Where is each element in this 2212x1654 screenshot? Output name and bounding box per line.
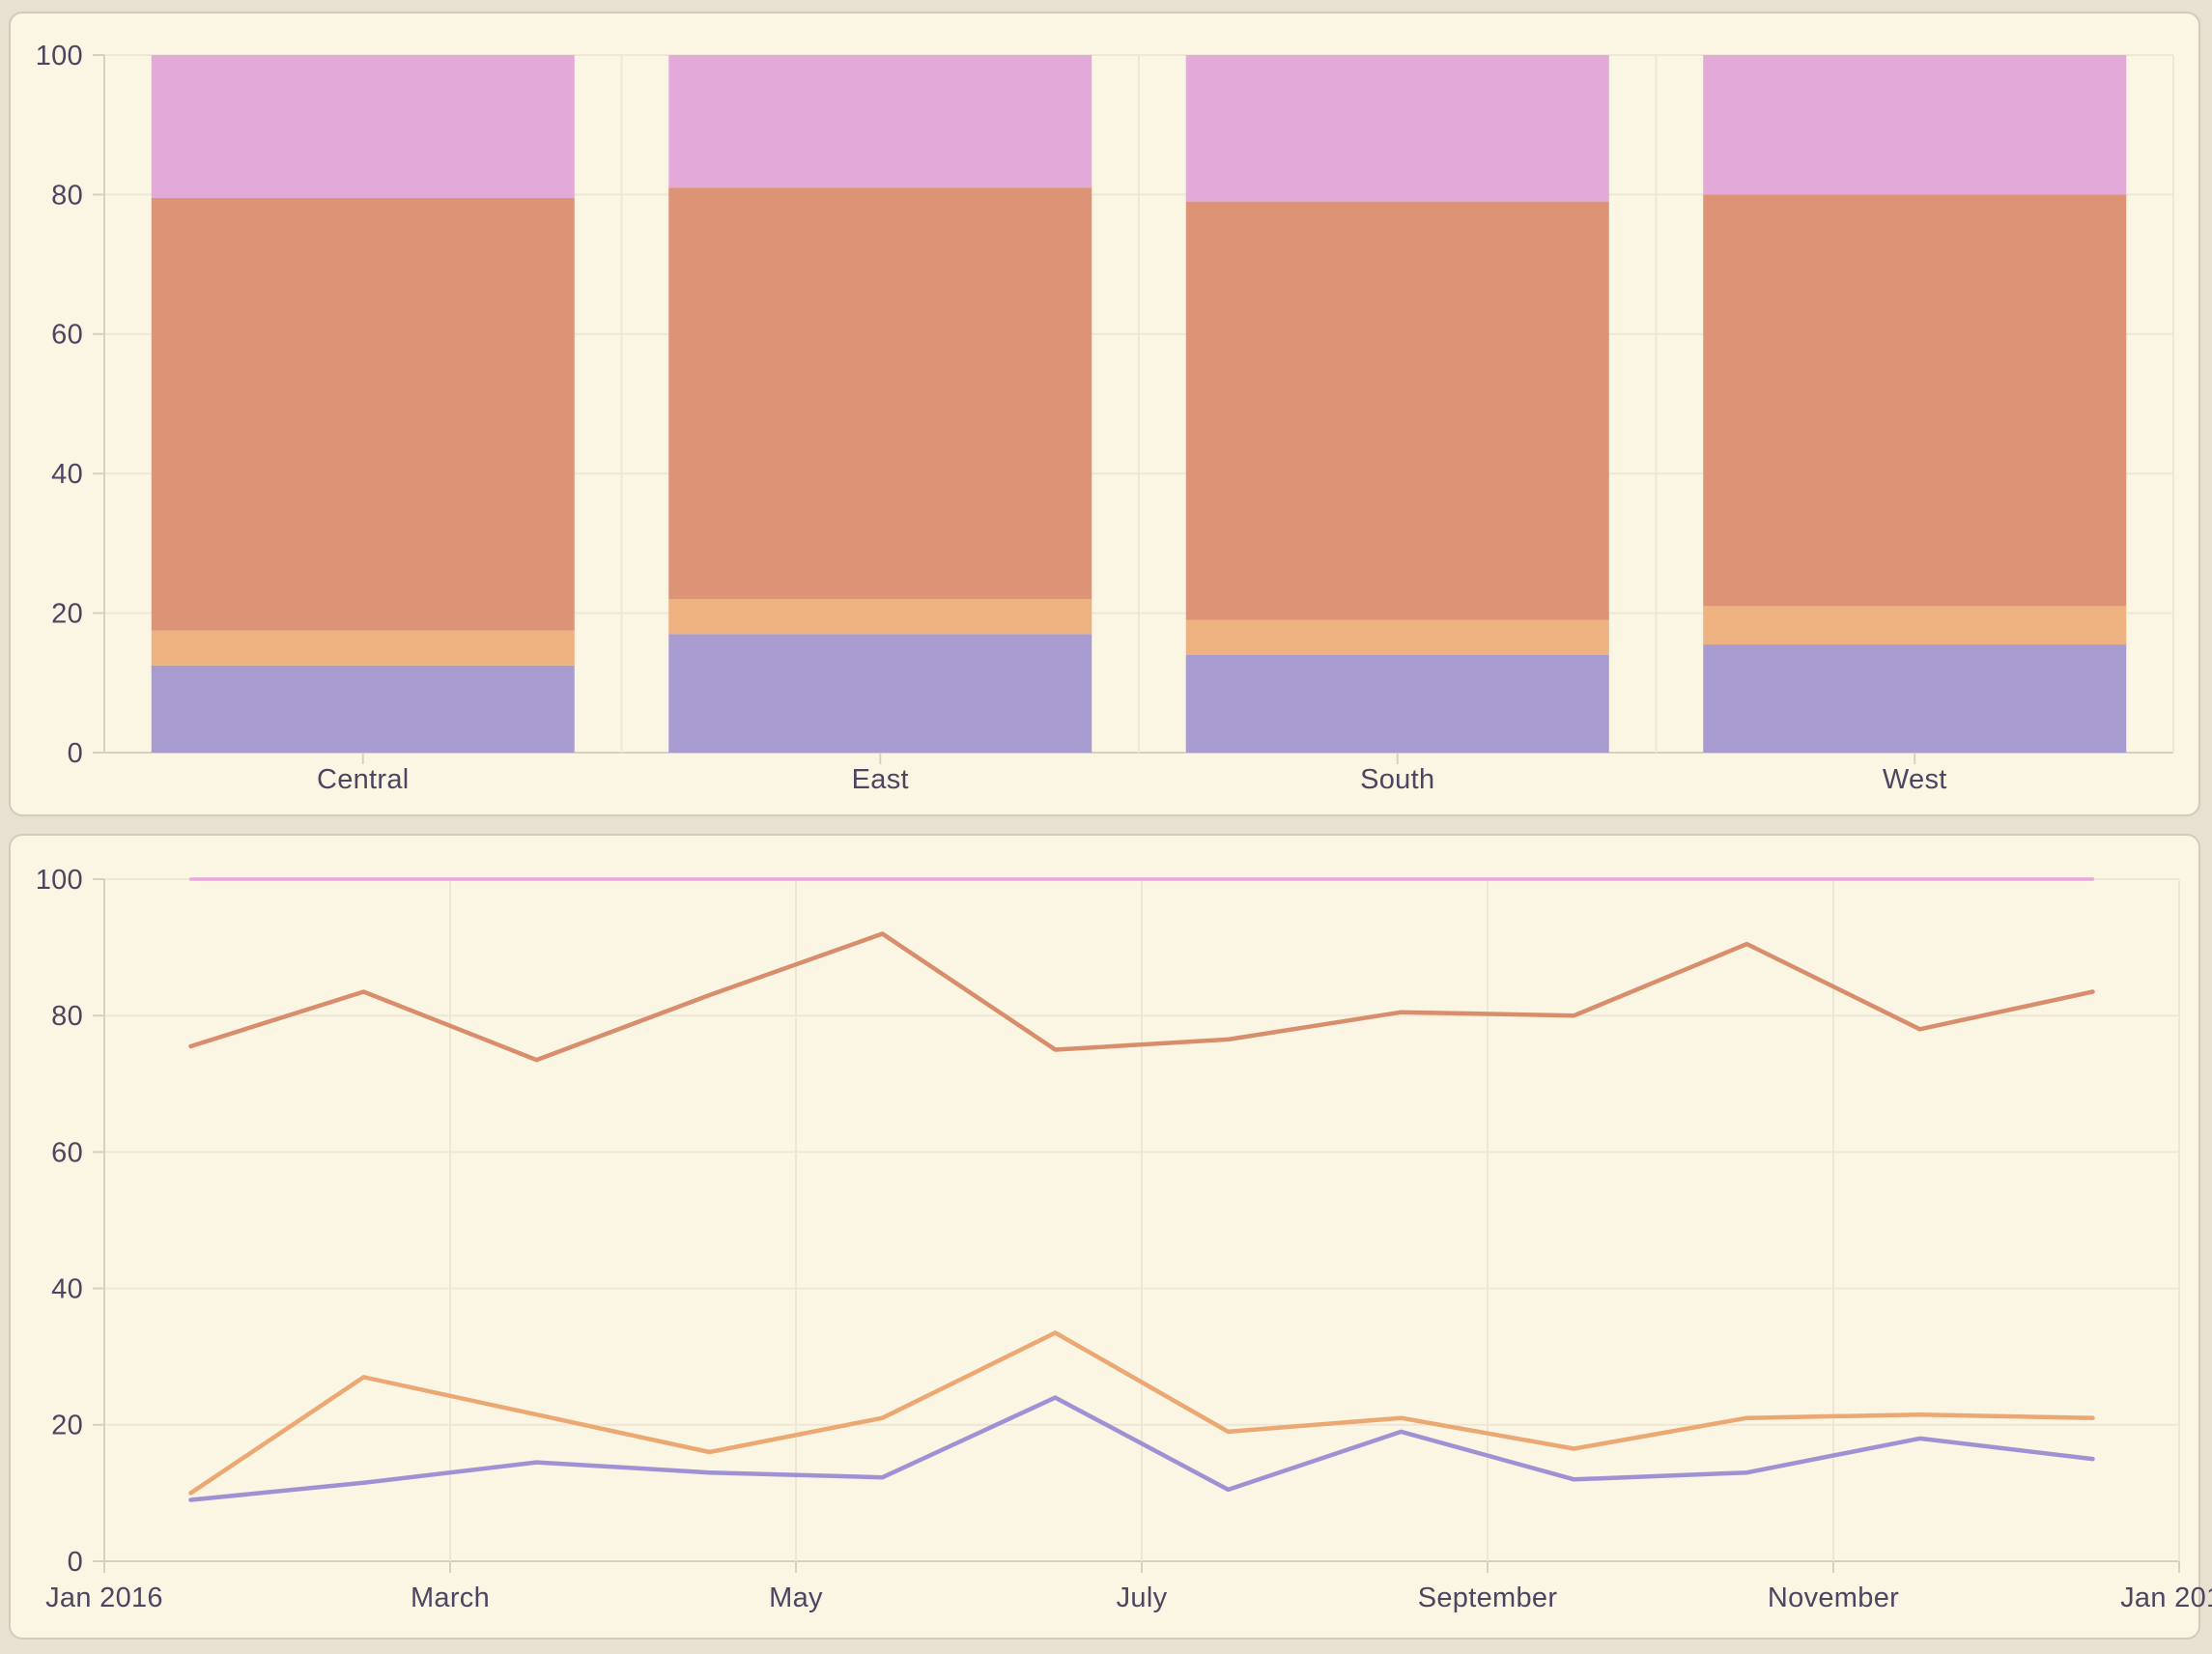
- bar-segment[interactable]: [1185, 654, 1609, 753]
- x-axis-tick-label: Jan 2016: [45, 1583, 163, 1613]
- bar-segment[interactable]: [151, 665, 575, 753]
- line-chart-panel: 0 20 40 60 80 100 Jan 2016 March May July Septembe…: [9, 834, 2212, 1640]
- x-axis-tick-label: Jan 2017: [2120, 1583, 2212, 1613]
- x-axis-tick-label: November: [1768, 1583, 1899, 1613]
- bar-segment[interactable]: [668, 634, 1092, 753]
- line-chart: 0 20 40 60 80 100 Jan 2016 March May July Septembe…: [36, 865, 2212, 1613]
- line-series[interactable]: [188, 1330, 2095, 1496]
- y-axis-tick-label: 100: [36, 41, 83, 71]
- bar-segment[interactable]: [151, 55, 575, 199]
- x-axis-tick-label: September: [1418, 1583, 1558, 1613]
- bar-segment[interactable]: [668, 599, 1092, 635]
- y-axis-tick-label: 60: [51, 1137, 83, 1168]
- bar-segment[interactable]: [1185, 55, 1609, 202]
- y-axis-tick-label: 100: [36, 865, 83, 896]
- y-axis-tick-label: 20: [51, 598, 83, 629]
- stacked-bar-chart-panel: 0 20 40 60 80 100 Central East South West: [9, 12, 2200, 816]
- x-axis-tick-label: West: [1883, 764, 1947, 795]
- bar-segment[interactable]: [1703, 606, 2127, 645]
- bar-segment[interactable]: [668, 187, 1092, 600]
- x-axis-tick-label: July: [1117, 1583, 1168, 1613]
- y-axis-tick-label: 0: [68, 738, 83, 769]
- x-axis-tick-label: South: [1360, 764, 1434, 795]
- bar-segment[interactable]: [151, 630, 575, 666]
- bar-segment[interactable]: [1185, 201, 1609, 620]
- y-axis-tick-label: 80: [51, 1001, 83, 1032]
- bar-segment[interactable]: [1703, 644, 2127, 753]
- stacked-bar-chart: 0 20 40 60 80 100 Central East South West: [36, 41, 2174, 795]
- x-axis-tick-label: Central: [317, 764, 410, 795]
- bar-segment[interactable]: [151, 198, 575, 631]
- y-axis-tick-label: 0: [68, 1547, 83, 1578]
- y-axis-tick-label: 60: [51, 320, 83, 351]
- line-series[interactable]: [188, 1395, 2095, 1502]
- bar-segment[interactable]: [1185, 619, 1609, 655]
- line-series[interactable]: [188, 931, 2095, 1063]
- x-axis-tick-label: March: [411, 1583, 490, 1613]
- y-axis-tick-label: 40: [51, 459, 83, 490]
- y-axis-tick-label: 40: [51, 1273, 83, 1304]
- bar-segment[interactable]: [668, 55, 1092, 188]
- x-axis-tick-label: East: [852, 764, 909, 795]
- bar-segment[interactable]: [1703, 194, 2127, 607]
- x-axis-tick-label: May: [769, 1583, 823, 1613]
- bar-segment[interactable]: [1703, 55, 2127, 195]
- y-axis-tick-label: 80: [51, 180, 83, 211]
- y-axis-tick-label: 20: [51, 1411, 83, 1441]
